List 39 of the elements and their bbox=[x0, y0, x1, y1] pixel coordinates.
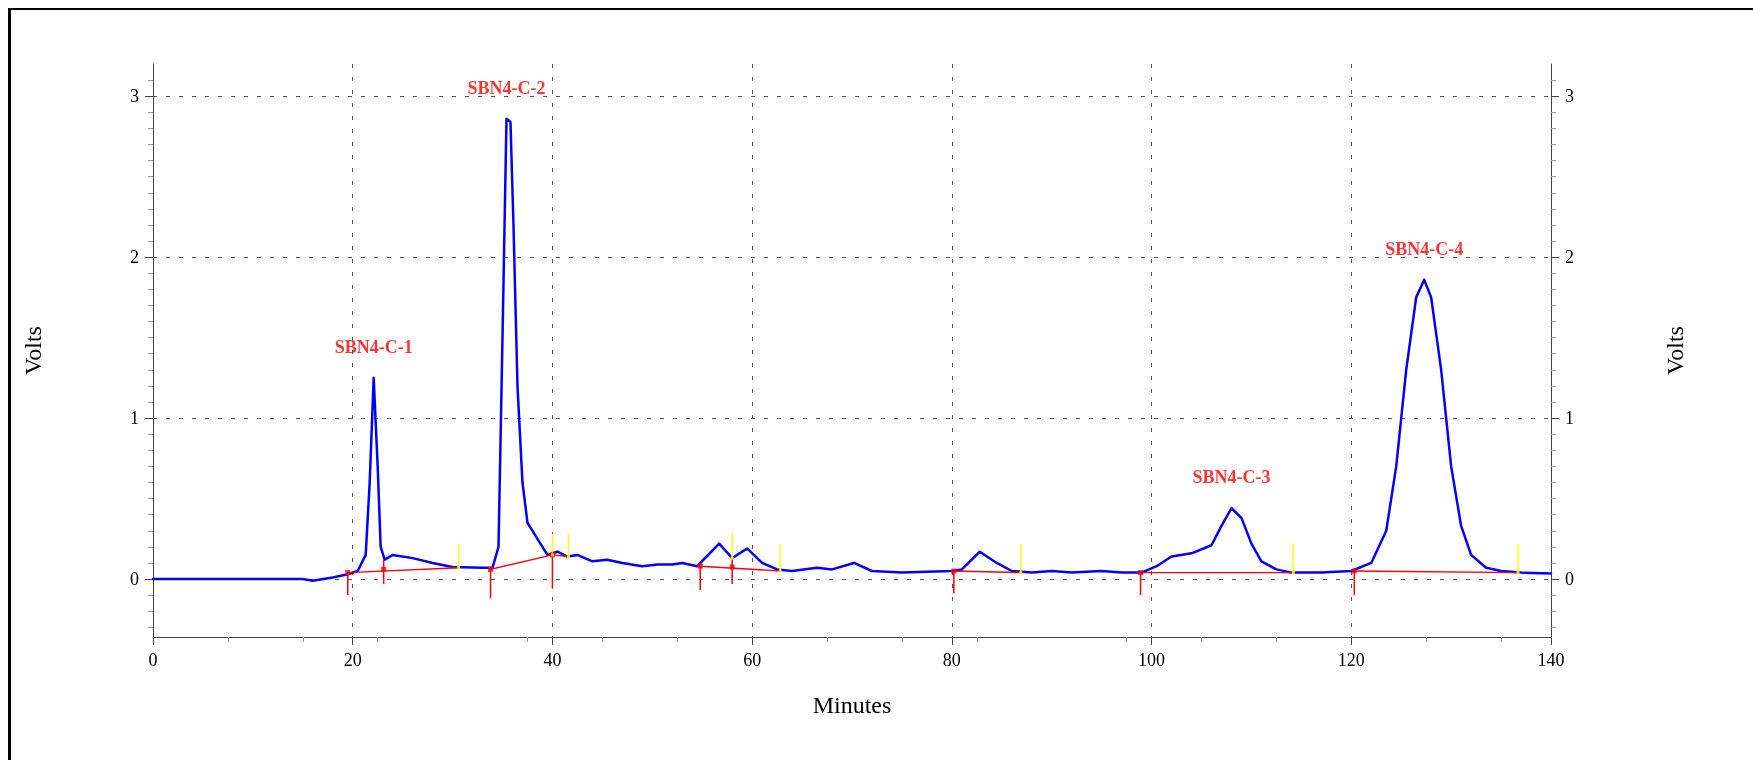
y2-tick-label: 1 bbox=[1565, 408, 1574, 429]
point bbox=[566, 555, 570, 559]
point bbox=[1019, 571, 1023, 575]
x-tick-label: 0 bbox=[148, 650, 158, 670]
point bbox=[488, 566, 494, 572]
y2-axis-title: Volts bbox=[1662, 326, 1688, 375]
y-tick-label: 3 bbox=[130, 86, 139, 107]
point bbox=[778, 569, 782, 573]
x-tick-label: 60 bbox=[743, 650, 762, 670]
point bbox=[1516, 571, 1520, 575]
point bbox=[1138, 570, 1144, 576]
y-tick-label: 0 bbox=[130, 569, 139, 590]
line-series bbox=[151, 117, 1553, 582]
x-tick-label: 120 bbox=[1337, 650, 1365, 670]
point bbox=[345, 570, 351, 576]
y-axis-title: Volts bbox=[20, 326, 46, 375]
point bbox=[697, 563, 703, 569]
point bbox=[1291, 571, 1295, 575]
y-tick-label: 1 bbox=[130, 408, 139, 429]
y-tick-label: 2 bbox=[130, 247, 139, 268]
point bbox=[381, 566, 387, 572]
annotation: SBN4-C-2 bbox=[467, 77, 546, 98]
annotation: SBN4-C-4 bbox=[1385, 238, 1464, 259]
point bbox=[730, 556, 734, 560]
point bbox=[1351, 568, 1357, 574]
x-tick-label: 100 bbox=[1138, 650, 1166, 670]
x-tick-label: 140 bbox=[1537, 650, 1565, 670]
x-tick-label: 20 bbox=[343, 650, 362, 670]
annotation: SBN4-C-3 bbox=[1192, 467, 1271, 488]
y2-tick-label: 2 bbox=[1565, 247, 1574, 268]
x-tick-label: 40 bbox=[543, 650, 562, 670]
annotation: SBN4-C-1 bbox=[334, 336, 413, 357]
y2-tick-label: 3 bbox=[1565, 86, 1574, 107]
point bbox=[729, 564, 735, 570]
y2-tick-label: 0 bbox=[1565, 569, 1574, 590]
point bbox=[951, 568, 957, 574]
x-axis-title: Minutes bbox=[812, 692, 892, 718]
point bbox=[457, 566, 461, 570]
x-tick-label: 80 bbox=[942, 650, 961, 670]
